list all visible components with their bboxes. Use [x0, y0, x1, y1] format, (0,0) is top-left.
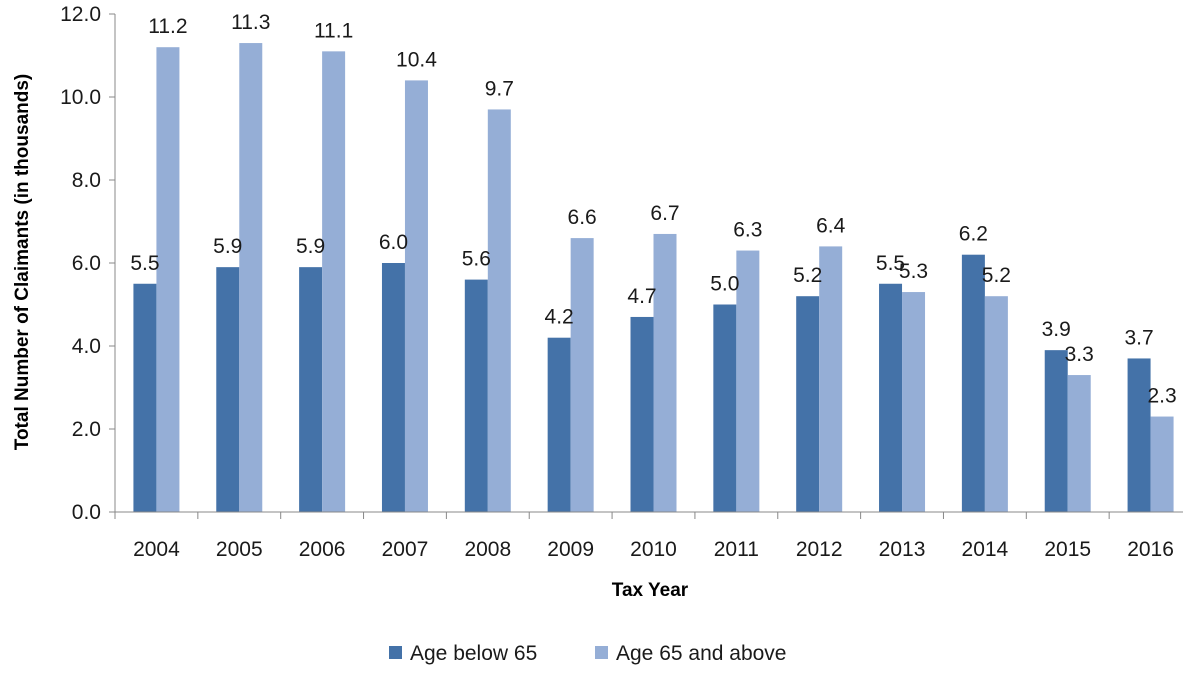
data-label: 4.7 — [627, 285, 656, 308]
data-label: 5.2 — [982, 264, 1011, 287]
data-label: 6.4 — [816, 214, 846, 237]
bar-65-and-above — [239, 43, 263, 513]
x-tick-label: 2009 — [547, 538, 594, 561]
data-label: 5.0 — [710, 273, 739, 296]
bar-65-and-above — [736, 250, 760, 513]
x-tick-label: 2012 — [796, 538, 843, 561]
bar-65-and-above — [1150, 416, 1174, 512]
data-label: 6.7 — [650, 202, 679, 225]
x-tick-label: 2007 — [382, 538, 429, 561]
data-label: 10.4 — [396, 48, 437, 71]
data-label: 11.3 — [231, 11, 270, 34]
y-axis-ticks: 0.0 2.0 4.0 6.0 8.0 10.0 12.0 — [60, 3, 115, 524]
bar-below-65 — [1044, 350, 1068, 512]
data-label: 5.5 — [876, 252, 905, 275]
bar-65-and-above — [404, 80, 428, 513]
bar-below-65 — [796, 296, 820, 512]
bar-below-65 — [713, 304, 737, 512]
x-tick-label: 2011 — [714, 538, 759, 561]
data-label: 6.0 — [379, 231, 408, 254]
data-label: 3.9 — [1042, 318, 1071, 341]
data-label: 9.7 — [485, 77, 514, 100]
bar-below-65 — [299, 267, 323, 512]
data-label: 5.5 — [130, 252, 159, 275]
data-label: 6.3 — [733, 219, 762, 242]
legend-label: Age 65 and above — [616, 642, 786, 665]
bar-65-and-above — [487, 109, 511, 512]
bar-65-and-above — [570, 238, 594, 512]
data-label: 11.2 — [148, 15, 187, 38]
bar-below-65 — [879, 283, 903, 512]
y-tick-label: 2.0 — [72, 418, 101, 441]
legend-swatch — [595, 646, 608, 659]
data-labels: 5.5 5.9 5.9 6.0 5.6 4.2 4.7 5.0 5.2 5.5 6.2 3.9 3.7 1… — [130, 11, 1176, 408]
bar-65-and-above — [902, 292, 926, 512]
data-label: 11.1 — [314, 19, 353, 42]
x-tick-label: 2006 — [299, 538, 346, 561]
bar-65-and-above — [653, 233, 677, 512]
y-tick-label: 12.0 — [60, 3, 101, 26]
y-tick-label: 0.0 — [72, 501, 101, 524]
x-tick-label: 2010 — [630, 538, 677, 561]
x-axis-ticks: 2004 2005 2006 2007 2008 2009 2010 2011 2012 2013… — [114, 512, 1174, 561]
bar-below-65 — [961, 254, 985, 512]
x-tick-label: 2008 — [464, 538, 511, 561]
data-label: 4.2 — [545, 306, 574, 329]
y-tick-label: 6.0 — [72, 252, 101, 275]
y-tick-label: 8.0 — [72, 169, 101, 192]
bar-below-65 — [630, 316, 654, 512]
data-label: 2.3 — [1147, 385, 1176, 408]
bar-below-65 — [547, 337, 571, 512]
bar-65-and-above — [984, 296, 1008, 512]
y-tick-label: 4.0 — [72, 335, 101, 358]
bar-65-and-above — [819, 246, 843, 512]
y-tick-label: 10.0 — [60, 86, 101, 109]
data-label: 5.9 — [296, 235, 325, 258]
x-tick-label: 2004 — [133, 538, 180, 561]
x-tick-label: 2014 — [962, 538, 1009, 561]
bar-below-65 — [381, 263, 405, 512]
data-label: 3.7 — [1124, 326, 1153, 349]
bars — [133, 43, 1174, 513]
x-tick-label: 2013 — [879, 538, 926, 561]
bar-below-65 — [133, 283, 157, 512]
bar-65-and-above — [1067, 375, 1091, 512]
x-tick-label: 2015 — [1044, 538, 1091, 561]
y-axis-title: Total Number of Claimants (in thousands) — [12, 74, 33, 451]
bar-65-and-above — [322, 51, 346, 512]
data-label: 5.2 — [793, 264, 822, 287]
data-label: 6.2 — [959, 223, 988, 246]
data-label: 5.3 — [899, 260, 928, 283]
x-tick-label: 2005 — [216, 538, 263, 561]
data-label: 6.6 — [568, 206, 597, 229]
bar-below-65 — [216, 267, 240, 512]
bar-65-and-above — [156, 47, 180, 512]
data-label: 5.6 — [462, 248, 491, 271]
x-tick-label: 2016 — [1127, 538, 1174, 561]
data-label: 5.9 — [213, 235, 242, 258]
bar-below-65 — [464, 279, 488, 512]
data-label: 3.3 — [1065, 343, 1094, 366]
legend-label: Age below 65 — [410, 642, 537, 665]
x-axis-title: Tax Year — [612, 580, 689, 601]
bar-below-65 — [1127, 358, 1151, 512]
legend: Age below 65 Age 65 and above — [389, 642, 786, 665]
legend-swatch — [389, 646, 402, 659]
